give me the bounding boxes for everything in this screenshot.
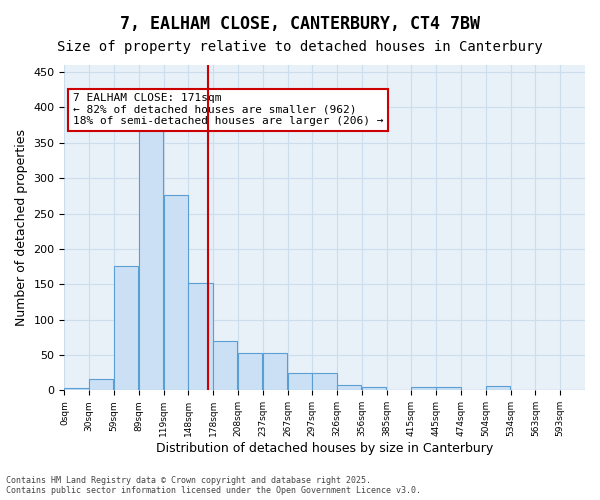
Bar <box>486 386 510 390</box>
X-axis label: Distribution of detached houses by size in Canterbury: Distribution of detached houses by size … <box>156 442 493 455</box>
Bar <box>263 353 287 391</box>
Bar <box>412 387 436 390</box>
Bar <box>362 387 386 390</box>
Bar <box>585 389 600 390</box>
Bar <box>337 384 361 390</box>
Text: 7 EALHAM CLOSE: 171sqm
← 82% of detached houses are smaller (962)
18% of semi-de: 7 EALHAM CLOSE: 171sqm ← 82% of detached… <box>73 94 383 126</box>
Bar <box>436 387 461 390</box>
Bar <box>238 353 262 391</box>
Bar <box>313 374 337 390</box>
Text: 7, EALHAM CLOSE, CANTERBURY, CT4 7BW: 7, EALHAM CLOSE, CANTERBURY, CT4 7BW <box>120 15 480 33</box>
Bar <box>139 127 163 390</box>
Bar <box>64 388 89 390</box>
Y-axis label: Number of detached properties: Number of detached properties <box>15 129 28 326</box>
Bar <box>213 341 238 390</box>
Bar <box>164 195 188 390</box>
Bar <box>287 374 312 390</box>
Text: Size of property relative to detached houses in Canterbury: Size of property relative to detached ho… <box>57 40 543 54</box>
Bar <box>89 379 113 390</box>
Text: Contains HM Land Registry data © Crown copyright and database right 2025.
Contai: Contains HM Land Registry data © Crown c… <box>6 476 421 495</box>
Bar <box>114 266 138 390</box>
Bar <box>188 283 212 391</box>
